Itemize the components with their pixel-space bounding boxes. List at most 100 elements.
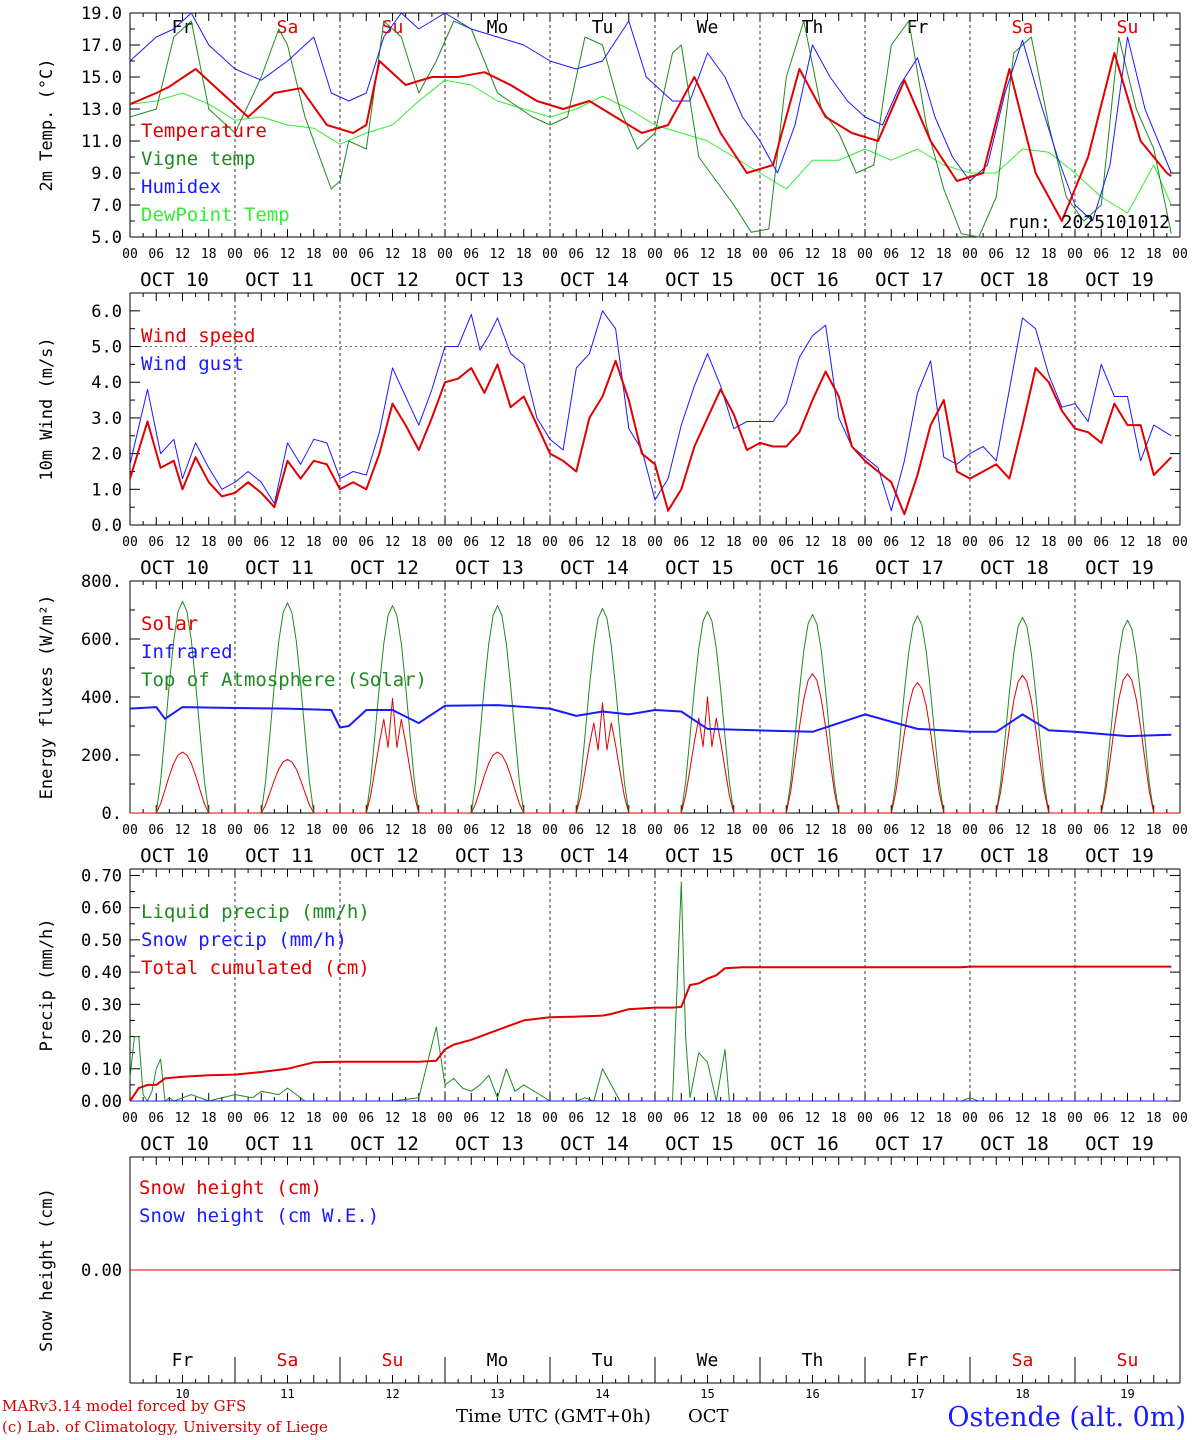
y-axis-label: Snow height (cm) <box>37 1188 57 1352</box>
hour-tick-label: 00 <box>542 535 558 550</box>
hour-tick-label: 06 <box>358 535 374 550</box>
date-label: OCT 19 <box>1085 845 1154 867</box>
y-tick-label: 400. <box>81 688 122 708</box>
date-label: OCT 16 <box>770 557 839 579</box>
hour-tick-label: 18 <box>831 247 847 262</box>
weekday-label: Mo <box>487 1350 509 1371</box>
hour-tick-label: 06 <box>1093 1111 1109 1126</box>
hour-tick-label: 00 <box>122 247 138 262</box>
hour-tick-label: 00 <box>1067 535 1083 550</box>
hour-tick-label: 12 <box>1015 823 1031 838</box>
month-label: OCT <box>688 1406 729 1427</box>
hour-tick-label: 18 <box>1041 823 1057 838</box>
weekday-label: Th <box>802 17 824 38</box>
hour-tick-label: 12 <box>700 823 716 838</box>
series-line-vigne-temp <box>129 20 1172 238</box>
hour-tick-label: 18 <box>1146 823 1162 838</box>
legend-entry: Top of Atmosphere (Solar) <box>141 669 427 691</box>
hour-tick-label: 12 <box>1120 247 1136 262</box>
hour-tick-label: 00 <box>647 823 663 838</box>
hour-tick-label: 06 <box>778 247 794 262</box>
hour-tick-label: 06 <box>358 823 374 838</box>
hour-tick-label: 18 <box>621 1111 637 1126</box>
date-label: OCT 14 <box>560 1133 629 1155</box>
weekday-label: Su <box>382 1350 404 1371</box>
date-label: OCT 13 <box>455 557 524 579</box>
hour-tick-label: 06 <box>673 1111 689 1126</box>
hour-tick-label: 00 <box>1067 247 1083 262</box>
hour-tick-label: 00 <box>332 1111 348 1126</box>
weekday-label: Fr <box>907 1350 929 1371</box>
day-number-label: 15 <box>700 1387 714 1401</box>
day-number-label: 19 <box>1120 1387 1134 1401</box>
y-tick-label: 9.0 <box>91 164 122 184</box>
legend-entry: DewPoint Temp <box>141 204 290 226</box>
legend-entry: Total cumulated (cm) <box>141 957 370 979</box>
hour-tick-label: 06 <box>673 823 689 838</box>
series-line-wind-gust <box>129 310 1172 512</box>
hour-tick-label: 18 <box>1146 247 1162 262</box>
date-label: OCT 18 <box>980 1133 1049 1155</box>
y-tick-label: 0.00 <box>81 1092 122 1112</box>
hour-tick-label: 18 <box>411 1111 427 1126</box>
hour-tick-label: 12 <box>385 247 401 262</box>
hour-tick-label: 00 <box>752 247 768 262</box>
legend-entry: Humidex <box>141 176 221 198</box>
legend-entry: Wind speed <box>141 325 255 347</box>
date-label: OCT 14 <box>560 269 629 291</box>
date-label: OCT 16 <box>770 845 839 867</box>
y-tick-label: 13.0 <box>81 100 122 120</box>
panel-snow: 0.00 Snow height (cm) Fr 10 Sa 11 Su 12 Mo 13 Tu 14… <box>37 1156 1181 1401</box>
date-label: OCT 17 <box>875 845 944 867</box>
hour-tick-label: 18 <box>306 535 322 550</box>
y-tick-label: 0.40 <box>81 963 122 983</box>
hour-tick-label: 18 <box>516 535 532 550</box>
legend-entry: Snow precip (mm/h) <box>141 929 347 951</box>
y-tick-label: 2.0 <box>91 445 122 465</box>
weekday-label: Sa <box>277 1350 299 1371</box>
hour-tick-label: 06 <box>988 247 1004 262</box>
hour-tick-label: 06 <box>988 823 1004 838</box>
panel-energy: 0. 200. 400. 600. 800. Energy fluxes (W/m²) 00… <box>37 572 1188 867</box>
hour-tick-label: 00 <box>227 1111 243 1126</box>
hour-tick-label: 00 <box>962 1111 978 1126</box>
hour-tick-label: 00 <box>542 247 558 262</box>
legend-entry: Liquid precip (mm/h) <box>141 901 370 923</box>
hour-tick-label: 00 <box>332 247 348 262</box>
day-number-label: 18 <box>1015 1387 1029 1401</box>
date-label: OCT 17 <box>875 1133 944 1155</box>
weekday-label: Tu <box>592 1350 614 1371</box>
hour-tick-label: 18 <box>306 247 322 262</box>
date-label: OCT 19 <box>1085 557 1154 579</box>
date-label: OCT 19 <box>1085 1133 1154 1155</box>
hour-tick-label: 18 <box>516 247 532 262</box>
hour-tick-label: 18 <box>201 535 217 550</box>
hour-tick-label: 12 <box>280 535 296 550</box>
hour-tick-label: 12 <box>700 247 716 262</box>
legend-entry: Infrared <box>141 641 233 663</box>
weekday-label: Su <box>1117 1350 1139 1371</box>
hour-tick-label: 00 <box>752 823 768 838</box>
hour-tick-label: 18 <box>306 823 322 838</box>
hour-tick-label: 00 <box>122 535 138 550</box>
y-tick-label: 5.0 <box>91 338 122 358</box>
hour-tick-label: 06 <box>148 823 164 838</box>
hour-tick-label: 00 <box>752 1111 768 1126</box>
date-label: OCT 14 <box>560 845 629 867</box>
hour-tick-label: 00 <box>1067 1111 1083 1126</box>
day-number-label: 14 <box>595 1387 609 1401</box>
date-label: OCT 14 <box>560 557 629 579</box>
hour-tick-label: 18 <box>726 823 742 838</box>
date-label: OCT 12 <box>350 845 419 867</box>
date-label: OCT 18 <box>980 845 1049 867</box>
hour-tick-label: 00 <box>332 823 348 838</box>
hour-tick-label: 18 <box>516 823 532 838</box>
hour-tick-label: 00 <box>437 535 453 550</box>
hour-tick-label: 12 <box>1015 247 1031 262</box>
y-tick-label: 800. <box>81 572 122 592</box>
hour-tick-label: 18 <box>1041 535 1057 550</box>
y-tick-label: 3.0 <box>91 409 122 429</box>
hour-tick-label: 06 <box>988 535 1004 550</box>
hour-tick-label: 00 <box>332 535 348 550</box>
hour-tick-label: 00 <box>857 535 873 550</box>
